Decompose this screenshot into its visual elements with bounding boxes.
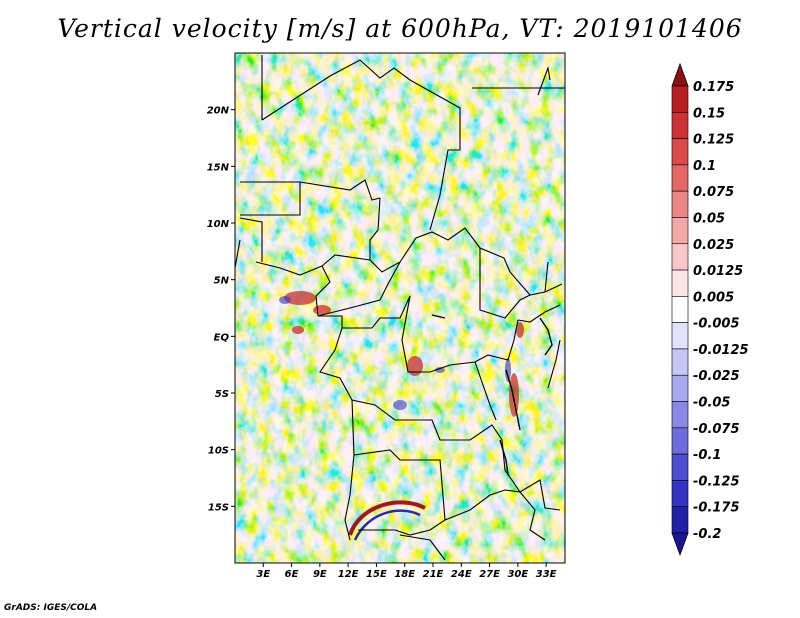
colorbar-label: 0.0125	[693, 264, 743, 279]
colorbar-label: 0.175	[693, 80, 734, 95]
lon-tick-label: 30E	[507, 569, 528, 580]
latitude-axis: 20N 15N 10N 5N EQ 5S 10S 15S	[207, 106, 235, 513]
colorbar-label: 0.025	[693, 238, 734, 253]
colorbar-label: -0.005	[693, 317, 740, 332]
colorbar-box	[671, 243, 689, 271]
colorbar-box	[671, 374, 689, 402]
colorbar-box	[671, 190, 689, 218]
colorbar-label: 0.1	[693, 159, 716, 174]
colorbar-box	[671, 348, 689, 376]
lon-tick-label: 3E	[256, 569, 270, 580]
lon-tick-label: 9E	[313, 569, 327, 580]
colorbar-box	[671, 322, 689, 350]
colorbar-label: -0.125	[693, 474, 740, 489]
colorbar-label: 0.005	[693, 290, 734, 305]
lon-tick-label: 24E	[451, 569, 472, 580]
colorbar-label: 0.075	[693, 185, 734, 200]
colorbar-box	[671, 111, 689, 139]
lon-tick-label: 15E	[366, 569, 387, 580]
lon-tick-label: 6E	[285, 569, 299, 580]
lat-tick-label: 5S	[215, 389, 229, 400]
colorbar-label: 0.05	[693, 211, 725, 226]
colorbar-box	[671, 138, 689, 166]
longitude-axis: 3E 6E 9E 12E 15E 18E 21E 24E 27E 30E 33E	[256, 563, 557, 580]
colorbar-box	[671, 217, 689, 245]
colorbar-bottom-tip	[671, 532, 689, 557]
lat-tick-label: 20N	[207, 106, 230, 117]
southern-arc-feature	[348, 500, 426, 536]
velocity-field	[235, 53, 565, 563]
lat-tick-label: 15S	[208, 502, 229, 513]
colorbar-label: -0.1	[693, 448, 721, 463]
country-borders	[235, 55, 565, 561]
colorbar-box	[671, 85, 689, 113]
colorbar-label: -0.05	[693, 396, 730, 411]
colorbar-label: -0.0125	[693, 343, 749, 358]
colorbar: 0.175 0.15 0.125 0.1 0.075 0.05 0.025 0.0125 0.0…	[671, 62, 749, 557]
strong-downdraft-features	[279, 296, 511, 410]
colorbar-label: -0.025	[693, 369, 740, 384]
colorbar-box	[671, 296, 689, 323]
colorbar-label: 0.125	[693, 133, 734, 148]
lake-outlines	[431, 314, 553, 476]
lat-tick-label: 10S	[208, 446, 229, 457]
lon-tick-label: 33E	[536, 569, 557, 580]
colorbar-label: -0.2	[693, 527, 721, 542]
colorbar-label: -0.175	[693, 501, 740, 516]
colorbar-box	[671, 269, 689, 297]
colorbar-box	[671, 506, 689, 534]
lat-tick-label: 10N	[207, 219, 230, 230]
lat-tick-label: EQ	[214, 332, 230, 343]
lon-tick-label: 18E	[394, 569, 415, 580]
map-title: Vertical velocity [m/s] at 600hPa, VT: 2…	[57, 14, 743, 43]
colorbar-label: -0.075	[693, 422, 740, 437]
map-frame	[234, 52, 566, 564]
colorbar-box	[671, 453, 689, 481]
lat-tick-label: 15N	[207, 162, 230, 173]
grads-credit: GrADS: IGES/COLA	[4, 603, 98, 613]
lat-tick-label: 5N	[214, 276, 230, 287]
colorbar-box	[671, 480, 689, 508]
colorbar-box	[671, 164, 689, 192]
lon-tick-label: 12E	[338, 569, 359, 580]
colorbar-box	[671, 401, 689, 429]
colorbar-box	[671, 427, 689, 455]
colorbar-top-tip	[671, 62, 689, 87]
colorbar-label: 0.15	[693, 106, 725, 121]
lon-tick-label: 21E	[423, 569, 444, 580]
lon-tick-label: 27E	[479, 569, 500, 580]
strong-updraft-features	[284, 291, 524, 417]
